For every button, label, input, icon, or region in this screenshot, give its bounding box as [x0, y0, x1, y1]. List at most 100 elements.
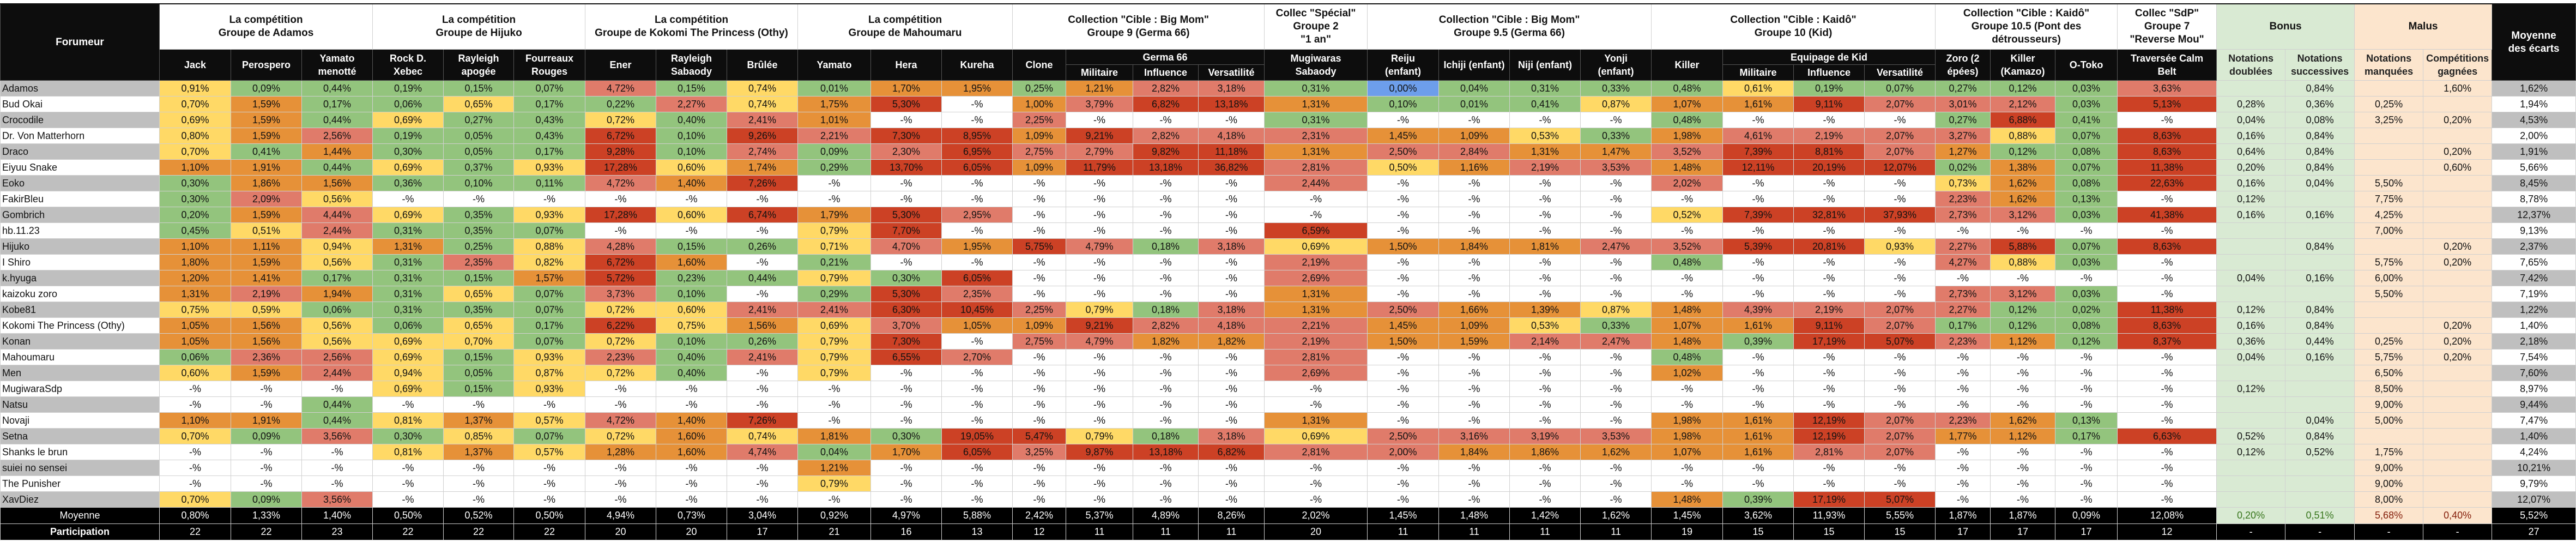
column-header-niji-enfant[interactable]: Niji (enfant)	[1509, 49, 1581, 81]
score-cell-militaire: -%	[1066, 270, 1134, 286]
score-cell-jack: 0,70%	[159, 428, 231, 444]
column-header-reiju-enfant[interactable]: Reiju (enfant)	[1367, 49, 1440, 81]
score-cell-clone: -%	[1012, 286, 1067, 302]
score-cell-versatilite: -%	[1198, 175, 1265, 191]
score-cell-fourreaux-rouges: 0,17%	[513, 317, 586, 334]
score-cell-fourreaux-rouges: -%	[513, 475, 586, 492]
score-cell-militaire: 1,21%	[1066, 80, 1134, 97]
group-header-collection-cible-kaido-groupe-10-5-pont-: Collection "Cible : Kaidô" Groupe 10.5 (…	[1935, 3, 2118, 50]
score-cell-rock-d-xebec: 0,69%	[372, 112, 444, 128]
score-cell-rock-d-xebec: 0,31%	[372, 254, 444, 270]
column-header-influence[interactable]: Influence	[1793, 64, 1865, 81]
score-cell-versatilite: 13,18%	[1198, 96, 1265, 112]
score-cell-influence: 9,11%	[1793, 317, 1865, 334]
column-header-clone[interactable]: Clone	[1012, 49, 1067, 81]
column-header-mugiwaras-sabaody[interactable]: Mugiwaras Sabaody	[1264, 49, 1368, 81]
column-header-traversee-calm-belt[interactable]: Traversée Calm Belt	[2117, 49, 2217, 81]
score-cell-notations-doublees: 0,12%	[2216, 191, 2286, 207]
score-cell-militaire: 2,79%	[1066, 143, 1134, 160]
moyenne-row-value: 0,50%	[513, 507, 586, 524]
forumeur-name: Hijuko	[0, 238, 160, 255]
score-cell-traversee-calm-belt: 11,38%	[2117, 302, 2217, 318]
column-header-killer[interactable]: Killer	[1651, 49, 1724, 81]
score-cell-zoro-2-epees: 3,27%	[1935, 128, 1991, 144]
score-cell-hera: -%	[870, 460, 942, 476]
forumeur-header[interactable]: Forumeur	[0, 3, 160, 81]
score-cell-influence: -%	[1133, 475, 1199, 492]
score-cell-ichiji-enfant: 0,01%	[1438, 96, 1510, 112]
score-cell-reiju-enfant: 1,45%	[1367, 317, 1440, 334]
column-header-brulee[interactable]: Brûlée	[727, 49, 799, 81]
score-cell-fourreaux-rouges: 0,93%	[513, 207, 586, 223]
column-header-influence[interactable]: Influence	[1133, 64, 1199, 81]
score-cell-hera: -%	[870, 365, 942, 381]
score-cell-reiju-enfant: -%	[1367, 286, 1440, 302]
forumeur-name: suiei no sensei	[0, 460, 160, 476]
score-cell-o-toko: -%	[2055, 475, 2118, 492]
column-header-rayleigh-apogee[interactable]: Rayleigh apogée	[443, 49, 514, 81]
score-cell-rock-d-xebec: 0,94%	[372, 365, 444, 381]
score-cell-o-toko: 0,08%	[2055, 317, 2118, 334]
column-header-killer-kamazo[interactable]: Killer (Kamazo)	[1990, 49, 2056, 81]
moyenne-ecarts-header[interactable]: Moyenne des écarts	[2492, 3, 2576, 81]
column-header-yamato-menotte[interactable]: Yamato menotté	[301, 49, 373, 81]
score-cell-mugiwaras-sabaody: 2,21%	[1264, 317, 1368, 334]
column-header-yonji-enfant[interactable]: Yonji (enfant)	[1580, 49, 1652, 81]
score-cell-rayleigh-apogee: 2,35%	[443, 254, 514, 270]
column-header-notations-doublees[interactable]: Notations doublées	[2216, 49, 2286, 81]
column-header-hera[interactable]: Hera	[870, 49, 942, 81]
score-cell-competitions-gagnees	[2423, 286, 2493, 302]
column-header-jack[interactable]: Jack	[159, 49, 231, 81]
column-header-ener[interactable]: Ener	[585, 49, 657, 81]
score-cell-influence: -%	[1133, 222, 1199, 239]
forumeur-name: kaizoku zoro	[0, 286, 160, 302]
score-cell-yonji-enfant: -%	[1580, 475, 1652, 492]
column-header-notations-manquees[interactable]: Notations manquées	[2354, 49, 2424, 81]
score-cell-fourreaux-rouges: 0,43%	[513, 112, 586, 128]
column-header-perospero[interactable]: Perospero	[231, 49, 302, 81]
score-cell-jack: -%	[159, 381, 231, 397]
column-header-militaire[interactable]: Militaire	[1066, 64, 1134, 81]
score-cell-rayleigh-apogee: 0,10%	[443, 175, 514, 191]
score-cell-traversee-calm-belt: -%	[2117, 349, 2217, 365]
column-header-versatilite[interactable]: Versatilité	[1198, 64, 1265, 81]
participation-row-value: 22	[443, 523, 514, 540]
score-cell-notations-manquees: 6,50%	[2354, 365, 2424, 381]
score-cell-rayleigh-apogee: -%	[443, 191, 514, 207]
score-cell-notations-doublees	[2216, 238, 2286, 255]
column-header-rock-d-xebec[interactable]: Rock D. Xebec	[372, 49, 444, 81]
moyenne-row-value: 1,87%	[1935, 507, 1991, 524]
column-header-kureha[interactable]: Kureha	[941, 49, 1013, 81]
score-cell-perospero: 1,59%	[231, 128, 302, 144]
score-cell-mugiwaras-sabaody: 0,69%	[1264, 428, 1368, 444]
score-cell-yamato: 0,69%	[797, 317, 872, 334]
column-header-o-toko[interactable]: O-Toko	[2055, 49, 2118, 81]
score-cell-moyenne-des-ecarts: 7,19%	[2492, 286, 2576, 302]
table-row: Eoko 0,30% 1,86% 1,56% 0,36% 0,10% 0,11% 4,72% 1…	[0, 175, 2576, 191]
score-cell-jack: -%	[159, 444, 231, 460]
column-header-rayleigh-sabaody[interactable]: Rayleigh Sabaody	[656, 49, 728, 81]
column-header-versatilite[interactable]: Versatilité	[1864, 64, 1936, 81]
score-cell-traversee-calm-belt: -%	[2117, 475, 2217, 492]
results-table: Forumeur La compétition Groupe de Adamos L…	[0, 3, 2576, 540]
column-header-zoro-2-epees[interactable]: Zoro (2 épées)	[1935, 49, 1991, 81]
score-cell-notations-manquees: 5,50%	[2354, 286, 2424, 302]
score-cell-versatilite: 5,07%	[1864, 491, 1936, 508]
column-header-competitions-gagnees[interactable]: Compétitions gagnées	[2423, 49, 2493, 81]
score-cell-ener: 9,28%	[585, 143, 657, 160]
column-header-fourreaux-rouges[interactable]: Fourreaux Rouges	[513, 49, 586, 81]
score-cell-notations-doublees: 0,28%	[2216, 96, 2286, 112]
score-cell-rayleigh-sabaody: -%	[656, 475, 728, 492]
column-header-notations-successives[interactable]: Notations successives	[2285, 49, 2355, 81]
column-header-ichiji-enfant[interactable]: Ichiji (enfant)	[1438, 49, 1510, 81]
score-cell-versatilite: 2,07%	[1864, 128, 1936, 144]
score-cell-notations-doublees: 0,12%	[2216, 302, 2286, 318]
score-cell-ichiji-enfant: -%	[1438, 112, 1510, 128]
score-cell-notations-successives: 0,84%	[2285, 238, 2355, 255]
score-cell-mugiwaras-sabaody: 2,19%	[1264, 254, 1368, 270]
column-header-militaire[interactable]: Militaire	[1722, 64, 1794, 81]
score-cell-influence: -%	[1133, 112, 1199, 128]
score-cell-mugiwaras-sabaody: -%	[1264, 396, 1368, 413]
score-cell-ener: 4,72%	[585, 80, 657, 97]
column-header-yamato[interactable]: Yamato	[797, 49, 872, 81]
